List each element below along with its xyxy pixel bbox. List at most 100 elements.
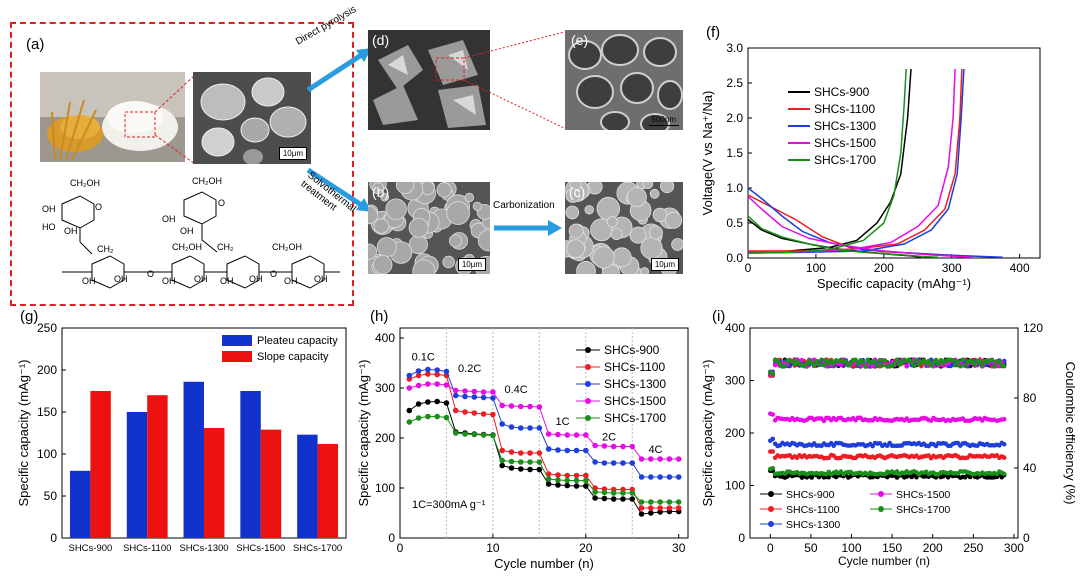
ce-point-SHCs-1700 [809,360,815,366]
panel-f-label: (f) [706,24,721,41]
ce-point-SHCs-1700 [863,364,868,369]
data-point-SHCs-900 [583,483,589,489]
rate-label-h: 0.4C [505,384,528,396]
data-point-SHCs-1500 [620,443,626,450]
svg-text:O: O [95,202,102,212]
legend-marker-i [878,491,884,497]
ce-point-SHCs-1500 [838,362,844,368]
data-point-SHCs-1500 [583,432,589,438]
data-point-SHCs-900 [434,398,440,405]
svg-text:OH: OH [180,226,194,236]
ce-point-SHCs-1700 [811,363,817,369]
data-point-SHCs-1300 [508,424,515,430]
data-point-SHCs-1300 [462,393,468,400]
data-point-SHCs-1700 [536,459,543,465]
data-point-SHCs-1100 [536,450,543,456]
discharge-curve-SHCs-1700 [747,215,939,259]
legend-marker-h [585,347,591,353]
sem-image-b: (b) 10μm [368,182,490,274]
svg-text:CH₂OH: CH₂OH [272,242,302,252]
ce-point-SHCs-1700 [860,360,866,365]
sem-c-label: (c) [569,184,586,200]
data-point-SHCs-1700 [452,430,459,436]
data-point-SHCs-1100 [499,447,505,454]
data-point-SHCs-1100 [657,505,663,511]
x-tick-label-f: 400 [1010,261,1030,275]
ce-point-SHCs-1700 [872,360,878,365]
data-point-SHCs-1500 [629,443,636,450]
sem-particle [373,218,390,234]
plot-frame-h [399,327,689,539]
svg-text:CH₂OH: CH₂OH [70,178,100,188]
bar-pleateu-capacity [183,381,204,538]
capacity-point-SHCs-1700 [770,465,776,471]
data-point-SHCs-1500 [443,382,450,388]
svg-text:CH₂OH: CH₂OH [192,176,222,186]
ce-point-SHCs-1700 [950,358,956,363]
ce-point-SHCs-1700 [1001,363,1007,369]
svg-text:OH: OH [162,214,176,224]
data-point-SHCs-900 [508,465,515,471]
data-point-SHCs-1300 [592,459,598,465]
sem-particle [649,225,663,240]
bar-slope-capacity [147,395,168,538]
sem-particle [442,255,455,269]
data-point-SHCs-1300 [536,425,543,431]
capacity-point-SHCs-1500 [1001,417,1007,422]
capacity-point-SHCs-1700 [1001,471,1007,477]
y-tick-label-h: 100 [375,481,395,495]
sem-d-label: (d) [372,32,390,48]
sem-particle [565,205,580,220]
rate-label-h: 0.1C [412,352,435,364]
ce-point-SHCs-1700 [926,358,931,364]
data-point-SHCs-1500 [610,443,617,450]
data-point-SHCs-1300 [620,460,626,466]
data-point-SHCs-1100 [462,409,468,415]
svg-text:O: O [218,198,225,208]
y-axis-label-i: Specific capacity (mAg⁻¹) [700,359,715,506]
data-point-SHCs-1100 [648,505,654,511]
ce-point-SHCs-1700 [816,362,822,367]
data-point-SHCs-1700 [517,459,524,465]
y-tick-label-g: 250 [37,322,57,335]
ce-point-SHCs-1700 [909,359,914,365]
data-point-SHCs-1500 [462,388,468,394]
legend-marker-h [585,415,591,421]
data-point-SHCs-1500 [666,456,673,462]
svg-text:OH: OH [42,204,56,214]
data-point-SHCs-1300 [648,474,654,480]
y-tick-label-h: 400 [375,331,395,345]
sem-particle [652,207,668,223]
sem-particle [611,247,632,268]
chart-f-voltage-profiles: 0 100 200 300 400 0.0 0.5 1.0 1.5 2.0 2.5 3.0 Specif… [700,41,1041,291]
data-point-SHCs-1300 [406,372,413,379]
y-tick-label-g: 0 [50,531,57,545]
sem-image-c: (c) 10μm [565,182,683,274]
data-point-SHCs-1500 [648,456,654,462]
ce-point-SHCs-1700 [958,363,963,369]
legend-label-i: SHCs-1500 [896,489,950,501]
chart-g-capacity-bars: 0 50 100 150 200 250 SHCs-900 SHCs-1100 SHCs-130… [16,322,347,554]
data-point-SHCs-1700 [415,415,422,421]
scale-bar-e: 500nm [648,114,679,126]
x-tick-label-i: 150 [882,541,902,555]
data-point-SHCs-900 [620,496,626,502]
x-tick-label-g: SHCs-1500 [236,543,285,554]
data-point-SHCs-900 [545,481,552,487]
data-point-SHCs-1700 [610,490,617,496]
data-point-SHCs-1700 [499,457,505,464]
data-point-SHCs-1500 [601,443,608,449]
data-point-SHCs-1500 [406,385,413,391]
x-tick-label-i: 100 [841,541,861,555]
y2-tick-label-i: 80 [1023,391,1037,405]
x-axis-label-i: Cycle number (n) [838,554,930,568]
ce-point-SHCs-1500 [799,357,805,363]
data-point-SHCs-1500 [657,456,663,462]
legend-marker-h [585,398,591,404]
svg-text:OH: OH [162,276,176,286]
x-tick-label-i: 300 [1004,541,1024,555]
sem-particle [449,234,463,248]
svg-text:CH₂: CH₂ [217,242,234,252]
data-point-SHCs-900 [657,509,663,515]
data-point-SHCs-1700 [657,499,663,505]
